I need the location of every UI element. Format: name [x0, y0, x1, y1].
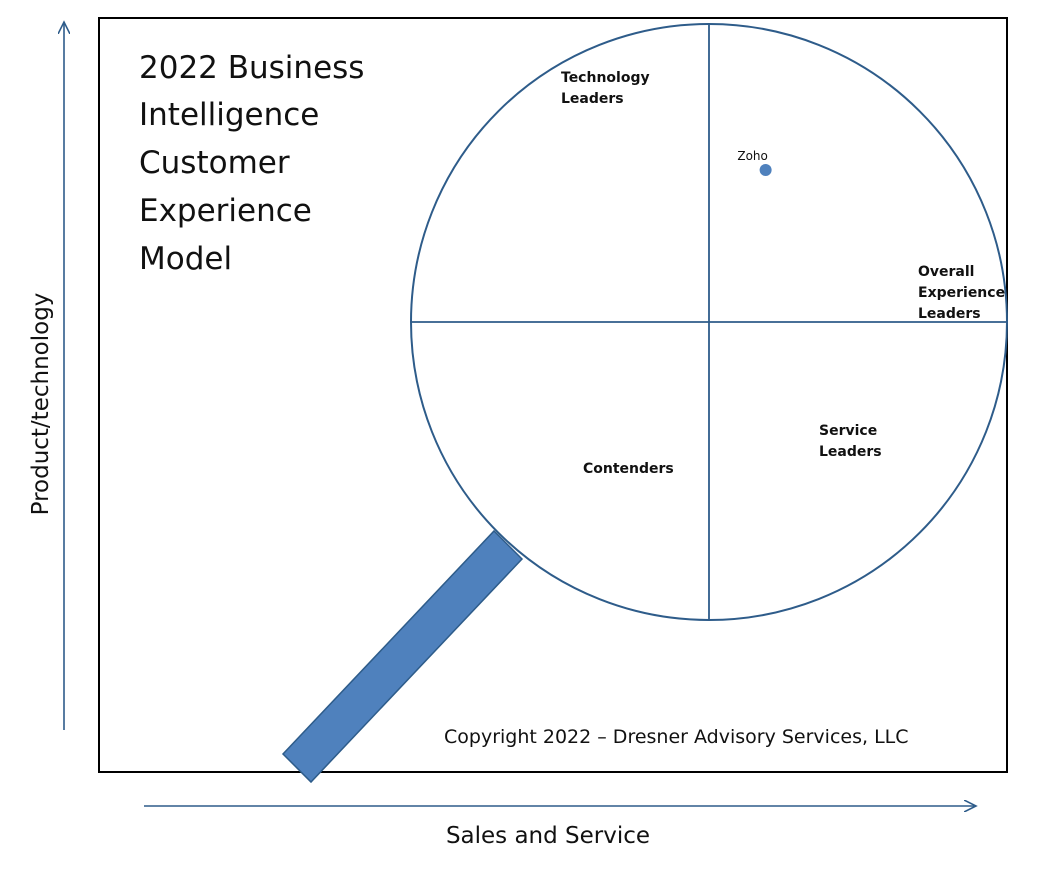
quadrant-label-contenders: Contenders: [583, 461, 674, 477]
x-axis-label: Sales and Service: [446, 823, 650, 849]
quadrant-label-technology-leaders: Technology Leaders: [561, 70, 650, 107]
quadrant-label-line: Contenders: [583, 461, 674, 477]
quadrant-label-line: Leaders: [918, 306, 981, 322]
quadrant-label-line: Leaders: [561, 91, 624, 107]
quadrant-label-service-leaders: Service Leaders: [819, 423, 882, 460]
title-line: Experience: [139, 193, 312, 229]
quadrant-label-line: Overall: [918, 264, 974, 280]
chart-frame: [98, 17, 1008, 773]
quadrant-label-line: Technology: [561, 70, 650, 86]
data-points: Zoho: [737, 149, 772, 177]
quadrant-label-line: Service: [819, 423, 877, 439]
title-line: Intelligence: [139, 97, 319, 133]
quadrant-label-overall-experience-leaders: Overall Experience Leaders: [918, 264, 1005, 322]
copyright-notice: Copyright 2022 – Dresner Advisory Servic…: [444, 726, 909, 748]
title-line: Customer: [139, 145, 290, 181]
quadrant-label-line: Leaders: [819, 444, 882, 460]
magnifier-handle: [281, 529, 524, 784]
chart-title: 2022 Business Intelligence Customer Expe…: [139, 50, 364, 277]
title-line: 2022 Business: [139, 50, 364, 86]
title-line: Model: [139, 241, 232, 277]
data-point-zoho: [759, 164, 772, 177]
y-axis-label: Product/technology: [28, 293, 54, 516]
data-point-label: Zoho: [737, 149, 768, 163]
quadrant-label-line: Experience: [918, 285, 1005, 301]
